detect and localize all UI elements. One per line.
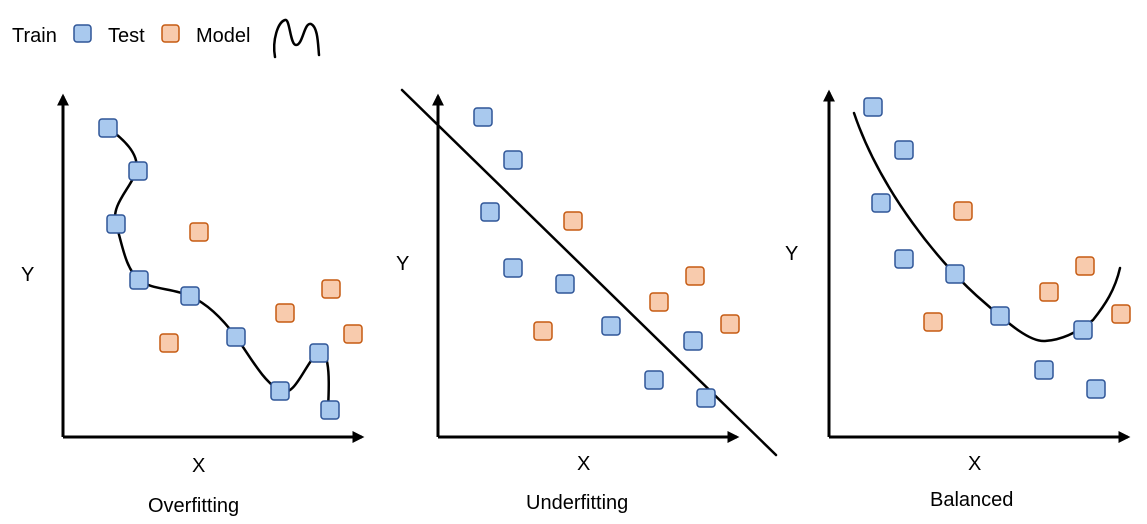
train-point — [945, 264, 965, 284]
train-point — [894, 140, 914, 160]
train-point — [226, 327, 246, 347]
train-point — [894, 249, 914, 269]
test-point — [275, 303, 295, 323]
panel-overfitting: Y X Overfitting — [21, 93, 365, 517]
train-point — [320, 400, 340, 420]
train-point — [990, 306, 1010, 326]
legend-test-label: Test — [108, 25, 145, 47]
train-point — [871, 193, 891, 213]
test-point — [343, 324, 363, 344]
train-point — [644, 370, 664, 390]
train-point — [601, 316, 621, 336]
model-curve — [852, 111, 1122, 343]
y-axis-label: Y — [21, 264, 34, 286]
train-point — [503, 258, 523, 278]
train-point — [180, 286, 200, 306]
train-point — [503, 150, 523, 170]
legend-model-curve-icon — [273, 18, 321, 59]
panel-title: Overfitting — [148, 495, 239, 517]
train-point — [309, 343, 329, 363]
test-point — [685, 266, 705, 286]
y-axis-label: Y — [396, 253, 409, 275]
train-point — [1034, 360, 1054, 380]
train-point — [480, 202, 500, 222]
train-point — [129, 270, 149, 290]
panel-title: Underfitting — [526, 492, 628, 514]
x-axis-label: X — [192, 455, 205, 477]
y-axis-label: Y — [785, 243, 798, 265]
test-point — [953, 201, 973, 221]
train-point — [555, 274, 575, 294]
train-point — [106, 214, 126, 234]
x-axis-label: X — [968, 453, 981, 475]
train-point — [98, 118, 118, 138]
train-point — [473, 107, 493, 127]
test-point — [923, 312, 943, 332]
legend-train-label: Train — [12, 25, 57, 47]
model-line — [400, 88, 778, 457]
panel-title: Balanced — [930, 489, 1013, 511]
test-point — [159, 333, 179, 353]
legend: Train Test Model — [12, 18, 321, 59]
test-point — [1075, 256, 1095, 276]
train-point — [683, 331, 703, 351]
test-point — [1039, 282, 1059, 302]
train-point — [696, 388, 716, 408]
train-point — [270, 381, 290, 401]
train-point — [1073, 320, 1093, 340]
legend-test-marker — [161, 24, 180, 43]
legend-model-label: Model — [196, 25, 250, 47]
test-point — [189, 222, 209, 242]
train-point — [128, 161, 148, 181]
test-point — [1111, 304, 1131, 324]
train-point — [863, 97, 883, 117]
test-point — [321, 279, 341, 299]
test-point — [649, 292, 669, 312]
test-point — [533, 321, 553, 341]
panel-balanced: Y X Balanced — [785, 89, 1131, 511]
panel-underfitting: Y X Underfitting — [396, 88, 778, 514]
legend-train-marker — [73, 24, 92, 43]
x-axis-label: X — [577, 453, 590, 475]
train-point — [1086, 379, 1106, 399]
test-point — [563, 211, 583, 231]
test-point — [720, 314, 740, 334]
